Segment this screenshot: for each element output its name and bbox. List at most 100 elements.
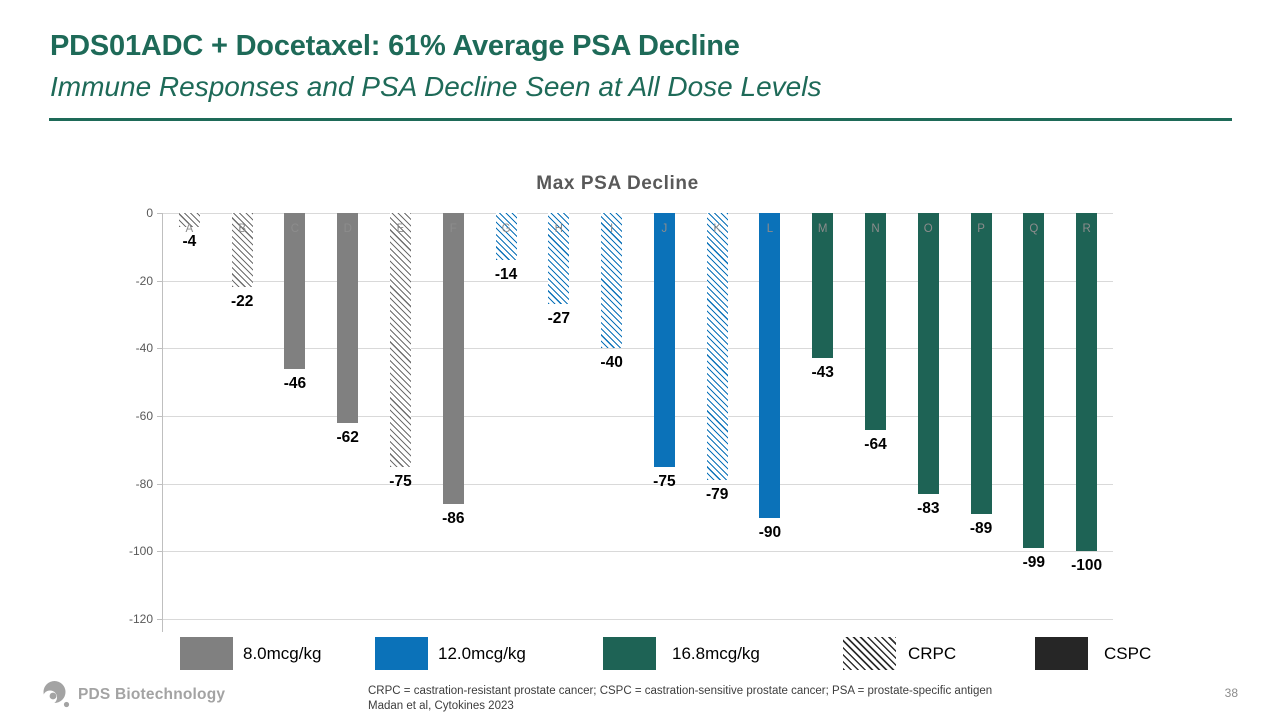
title-divider — [49, 118, 1232, 121]
slide-title: PDS01ADC + Docetaxel: 61% Average PSA De… — [50, 30, 740, 62]
bar-letter: E — [396, 223, 405, 235]
legend-label: CSPC — [1104, 643, 1152, 663]
bar — [812, 213, 834, 359]
bar-value-label: -75 — [653, 472, 676, 490]
pds-logo-icon — [42, 680, 71, 709]
y-axis-tick — [157, 416, 162, 417]
bar-value-label: -14 — [494, 266, 518, 284]
bar-letter: D — [343, 223, 352, 235]
page-number: 38 — [1224, 686, 1238, 700]
legend-swatch — [180, 637, 233, 670]
y-axis-tick-label: -100 — [128, 544, 153, 559]
gridline — [163, 213, 1113, 214]
y-axis-tick-label: -60 — [135, 409, 153, 423]
legend-label: 16.8mcg/kg — [672, 643, 760, 663]
bar — [390, 213, 411, 467]
slide-subtitle: Immune Responses and PSA Decline Seen at… — [50, 71, 822, 102]
bar-letter: G — [501, 223, 511, 235]
legend-label: CRPC — [908, 643, 957, 663]
chart-title: Max PSA Decline — [536, 173, 699, 194]
bar-value-label: -64 — [864, 435, 887, 453]
bar — [706, 213, 728, 481]
legend-swatch — [1035, 637, 1088, 670]
bar-letter: O — [923, 223, 933, 235]
bar-letter: B — [238, 223, 246, 235]
bar-value-label: -75 — [389, 472, 412, 490]
footnote-citation: Madan et al, Cytokines 2023 — [368, 700, 514, 712]
gridline — [163, 348, 1113, 350]
bar — [653, 213, 675, 467]
bar-letter: Q — [1029, 223, 1039, 235]
legend-item: CRPC — [843, 637, 956, 670]
bar — [442, 213, 464, 504]
bar-letter: L — [766, 223, 774, 235]
gridline — [163, 619, 1113, 620]
legend-label: 8.0mcg/kg — [243, 643, 322, 663]
bar — [917, 213, 939, 494]
bar — [601, 213, 623, 349]
psa-decline-bar-chart: 0 -20 -40 -60 -80 -100 -120 A -4 B -22 C -46 D -62 E -75… — [129, 206, 1113, 632]
bar-letter: C — [290, 223, 300, 235]
y-axis-tick-label: -120 — [128, 612, 153, 626]
bar — [231, 213, 253, 288]
pds-logo: PDS Biotechnology — [42, 680, 225, 709]
y-axis-tick-label: -40 — [135, 341, 153, 356]
legend-item: CSPC — [1035, 637, 1151, 670]
pds-logo-text: PDS Biotechnology — [78, 685, 226, 703]
bar-letter: N — [871, 223, 880, 235]
y-axis-tick — [157, 483, 162, 485]
y-axis-tick — [157, 551, 162, 553]
bar — [1023, 213, 1045, 548]
legend-swatch — [375, 637, 428, 670]
bar — [865, 213, 886, 430]
legend-item: 8.0mcg/kg — [180, 637, 321, 670]
legend-swatch — [603, 637, 656, 670]
bar-value-label: -27 — [547, 310, 571, 328]
bar-value-label: -89 — [969, 520, 993, 538]
bar-letter: A — [185, 223, 194, 235]
y-axis-tick-label: -80 — [135, 476, 153, 491]
gridline — [163, 416, 1113, 417]
bar-letter: H — [554, 223, 563, 235]
bar — [337, 213, 359, 423]
bar — [495, 213, 517, 261]
bar-letter: R — [1082, 223, 1091, 235]
legend-item: 16.8mcg/kg — [603, 637, 760, 670]
bar-value-label: -22 — [230, 293, 254, 311]
y-axis-tick-label: -20 — [135, 273, 153, 288]
y-axis-tick — [157, 280, 162, 282]
bar-value-label: -79 — [705, 486, 729, 504]
footnote-abbreviations: CRPC = castration-resistant prostate can… — [368, 685, 993, 697]
bar-letter: M — [817, 223, 828, 235]
bar-value-label: -4 — [182, 232, 197, 250]
bar-value-label: -83 — [917, 499, 940, 517]
bar-letter: J — [661, 223, 668, 235]
y-axis-tick — [157, 348, 162, 350]
bar-letter: I — [610, 223, 614, 235]
bar — [178, 213, 200, 227]
bar-value-label: -43 — [811, 364, 834, 382]
bar — [759, 213, 781, 518]
bar-letter: K — [713, 223, 721, 235]
bar-value-label: -100 — [1071, 557, 1103, 575]
bar-value-label: -99 — [1022, 553, 1046, 571]
legend-item: 12.0mcg/kg — [375, 637, 526, 670]
bar — [1076, 213, 1098, 552]
bar — [970, 213, 992, 515]
bar — [548, 213, 570, 305]
bar-letter: F — [449, 223, 457, 235]
legend-label: 12.0mcg/kg — [438, 643, 526, 663]
y-axis-tick — [157, 213, 162, 214]
bar-value-label: -46 — [283, 374, 307, 392]
legend-swatch — [843, 637, 896, 670]
bar-value-label: -40 — [600, 354, 623, 372]
y-axis-line — [162, 213, 163, 632]
bar — [284, 213, 306, 369]
gridline — [163, 483, 1113, 485]
footnotes: CRPC = castration-resistant prostate can… — [368, 684, 992, 714]
bar-letter: P — [977, 223, 985, 235]
gridline — [163, 280, 1113, 282]
y-axis-tick — [157, 619, 162, 620]
bar-value-label: -86 — [442, 509, 465, 527]
